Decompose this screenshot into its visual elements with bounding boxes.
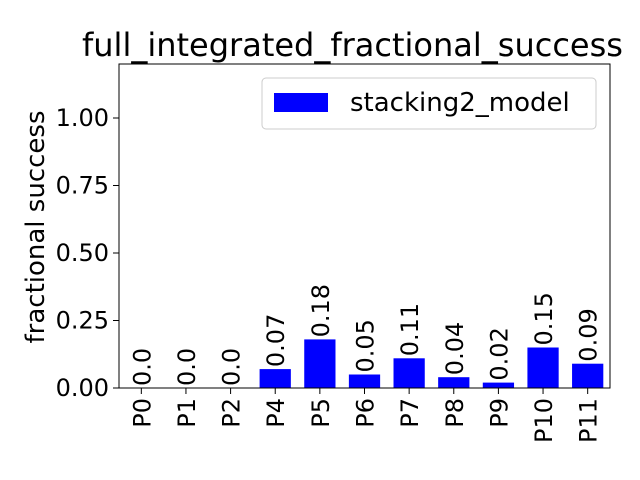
bar-value-label: 0.09 [575,308,603,361]
bar-value-label: 0.11 [396,303,424,356]
y-axis-label: fractional success [21,111,51,344]
legend-frame [261,77,597,130]
legend: stacking2_model [261,77,597,130]
bar-value-label: 0.02 [485,327,513,380]
x-tick-label: P2 [218,398,246,428]
x-tick-label: P4 [262,398,290,428]
bar-p5 [304,339,336,388]
x-tick-label: P5 [307,398,335,428]
plot-area: 0.0 0.0 0.0 0.07 0.18 0.05 0.11 0.04 0.02 0.15 0.0… [128,284,604,388]
x-tick-label: P8 [441,398,469,428]
legend-label: stacking2_model [350,88,570,118]
bar-p8 [438,377,470,388]
bar-value-label: 0.18 [307,284,335,337]
bar-value-label: 0.15 [530,292,558,345]
bar-value-label: 0.04 [441,322,469,375]
x-tick-label: P1 [173,398,201,428]
y-tick-label: 1.00 [56,104,109,132]
y-tick-label: 0.25 [56,307,109,335]
bar-p11 [572,363,604,388]
axes: P0 P1 P2 P4 P5 P6 P7 P8 P9 P10 P11 0.00 0.25 0.50 0.75… [56,63,611,443]
x-tick-label: P10 [530,398,558,443]
bar-value-label: 0.07 [262,314,290,367]
bar-p4 [259,369,291,388]
bar-value-label: 0.0 [128,348,156,386]
x-tick-label: P0 [128,398,156,428]
bar-p6 [348,374,381,388]
x-tick-label: P11 [575,398,603,443]
x-tick-label: P7 [396,398,424,428]
bar-value-label: 0.05 [352,319,380,372]
bar-p10 [527,347,559,388]
plot-frame [118,63,611,389]
bar-p9 [482,382,515,388]
chart-title: full_integrated_fractional_success [82,26,623,64]
legend-swatch [274,93,328,112]
y-tick-label: 0.00 [56,374,109,402]
x-tick-label: P9 [485,398,513,428]
y-tick-label: 0.50 [56,239,109,267]
bar-value-label: 0.0 [218,348,246,386]
y-tick-label: 0.75 [56,172,109,200]
bar-p7 [393,358,425,388]
bar-value-label: 0.0 [173,348,201,386]
x-tick-label: P6 [352,398,380,428]
